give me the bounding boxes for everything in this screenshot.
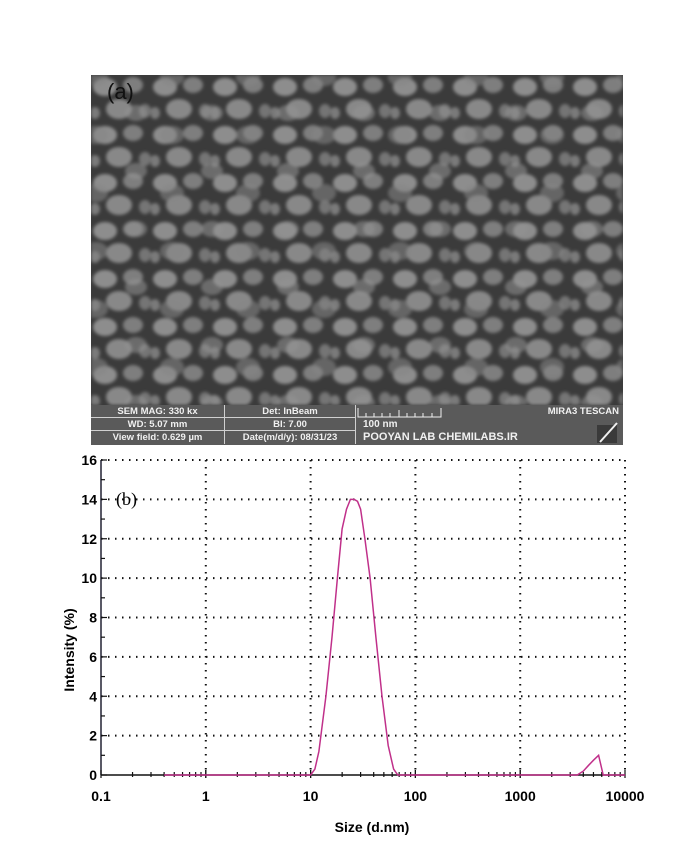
panel-label-b: (b) — [116, 489, 137, 510]
sem-info-bar: SEM MAG: 330 kx Det: InBeam WD: 5.07 mm … — [91, 405, 623, 445]
intensity-line — [164, 498, 625, 776]
detector: Det: InBeam — [225, 405, 356, 418]
chart-grid — [101, 459, 626, 775]
x-tick-labels: 0.1 1 10 100 1000 10000 — [91, 788, 644, 804]
size-distribution-chart: 0.1 1 10 100 1000 10000 0 2 4 6 8 10 12 14 16 Size (d… — [0, 450, 685, 856]
beam-intensity: BI: 7.00 — [225, 418, 356, 431]
acquisition-date: Date(m/d/y): 08/31/23 — [225, 431, 356, 444]
y-tick-label: 8 — [89, 610, 97, 626]
x-axis-label: Size (d.nm) — [335, 819, 410, 835]
y-tick-label: 10 — [81, 570, 97, 586]
x-tick-label: 1000 — [505, 788, 536, 804]
sem-magnification: SEM MAG: 330 kx — [91, 405, 225, 418]
chart-axes — [100, 459, 626, 778]
scale-bar-icon — [357, 408, 442, 418]
sem-image: (a) — [91, 75, 623, 405]
y-tick-label: 6 — [89, 649, 97, 665]
chart-plot: 0.1 1 10 100 1000 10000 0 2 4 6 8 10 12 14 16 Size (d… — [61, 452, 645, 835]
y-tick-label: 12 — [81, 531, 97, 547]
y-tick-label: 14 — [81, 491, 97, 507]
view-field: View field: 0.629 µm — [91, 431, 225, 444]
lab-name: POOYAN LAB CHEMILABS.IR — [363, 431, 518, 443]
working-distance: WD: 5.07 mm — [91, 418, 225, 431]
x-tick-label: 0.1 — [91, 788, 111, 804]
x-tick-label: 1 — [202, 788, 210, 804]
y-tick-label: 4 — [89, 688, 97, 704]
y-axis-label: Intensity (%) — [61, 608, 77, 691]
y-tick-label: 16 — [81, 452, 97, 468]
panel-label-a: (a) — [107, 79, 134, 104]
x-tick-label: 10000 — [606, 788, 645, 804]
x-tick-label: 100 — [404, 788, 428, 804]
y-tick-label: 0 — [89, 767, 97, 783]
tescan-logo-icon — [597, 422, 618, 443]
y-tick-labels: 0 2 4 6 8 10 12 14 16 — [81, 452, 97, 783]
sem-particles — [91, 75, 623, 405]
instrument-name: MIRA3 TESCAN — [547, 406, 619, 417]
y-tick-label: 2 — [89, 728, 97, 744]
scale-bar-label: 100 nm — [363, 419, 398, 430]
x-tick-label: 10 — [303, 788, 319, 804]
